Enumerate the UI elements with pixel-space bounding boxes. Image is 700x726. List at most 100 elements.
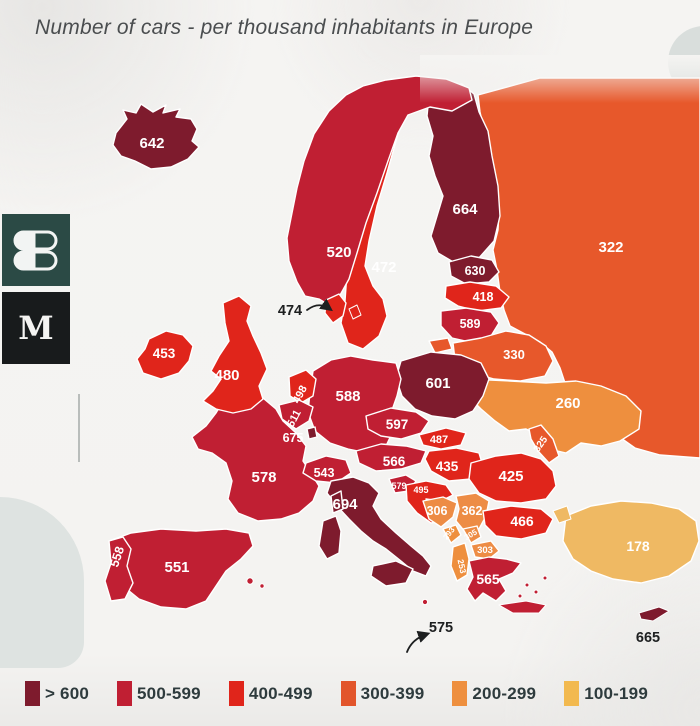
value-label-estonia: 630 [465,264,486,278]
crete-island [498,600,547,614]
value-label-greece: 565 [476,571,500,587]
country-iceland [112,103,200,170]
divider-line [78,394,80,462]
legend-item-500: 500-599 [117,681,201,706]
country-turkey-thrace [552,505,572,524]
country-ukraine [467,378,642,454]
country-denmark-island [348,304,362,320]
value-label-cyprus: 665 [636,630,660,646]
country-turkey [562,500,700,584]
value-label-finland: 664 [452,201,478,218]
country-montenegro [442,524,462,544]
aegean-island-2 [533,589,539,595]
legend-label-200: 200-299 [472,683,537,703]
country-estonia [448,255,500,285]
country-slovakia [418,427,467,450]
legend-item-400: 400-499 [228,681,313,706]
country-luxembourg [306,426,318,440]
m-logo-tile[interactable]: M [2,292,70,364]
value-label-ireland: 453 [153,346,176,361]
legend-swatch-gt600 [25,681,40,706]
m-logo-icon: M [18,309,54,347]
legend-swatch-300 [340,681,356,706]
sicily-island [370,560,414,587]
value-label-norway: 520 [326,244,351,261]
legend-swatch-500 [117,681,133,706]
country-latvia [444,281,510,312]
aegean-island-3 [542,575,548,581]
value-label-albania: 253 [456,558,469,574]
value-label-poland: 601 [425,375,450,392]
legend-item-100: 100-199 [564,681,648,706]
country-netherlands [288,369,317,404]
value-label-germany: 588 [335,388,360,405]
top-fade [420,55,700,103]
legend-label-500: 500-599 [137,683,201,703]
value-label-turkey: 178 [626,538,650,554]
value-label-italy: 694 [332,496,358,513]
value-label-serbia: 362 [462,504,483,518]
value-label-hungary: 435 [436,459,459,474]
value-label-uk: 480 [214,367,239,384]
country-malta [421,598,429,606]
value-label-russia: 322 [598,239,623,256]
legend-label-300: 300-399 [360,683,425,703]
legend: > 600 500-599 400-499 300-399 200-299 10… [25,681,676,706]
corsica-island [330,490,344,514]
country-czechia [365,407,430,440]
country-serbia [455,492,490,534]
value-label-slovakia: 487 [430,434,448,446]
country-cyprus [638,606,670,622]
country-albania [450,542,470,582]
value-label-latvia: 418 [473,290,494,304]
country-bosnia [422,496,458,528]
country-switzerland [302,455,352,484]
legend-item-gt600: > 600 [25,681,89,706]
value-label-spain: 551 [164,559,189,576]
value-label-denmark: 474 [278,303,302,319]
value-label-belarus: 330 [503,347,525,362]
country-moldova [528,424,560,464]
country-poland [395,351,490,420]
value-label-switzerland: 543 [314,466,335,480]
country-spain [108,528,254,610]
value-label-portugal: 558 [107,545,127,569]
value-label-bosnia: 306 [427,504,448,518]
country-ireland [136,330,194,380]
balearic-island [246,577,254,585]
legend-label-100: 100-199 [584,683,648,703]
value-label-croatia: 495 [413,485,428,495]
value-label-ukraine: 260 [555,395,580,412]
value-label-iceland: 642 [139,135,164,152]
country-united-kingdom [202,295,268,414]
legend-swatch-200 [452,681,468,706]
country-north-macedonia [470,540,500,560]
value-label-north-macedonia: 303 [477,545,493,556]
value-label-lithuania: 589 [460,317,481,331]
legend-label-gt600: > 600 [45,683,90,703]
pills-icon [13,230,58,271]
value-label-france: 578 [251,469,276,486]
legend-item-200: 200-299 [452,681,536,706]
legend-swatch-400 [228,681,244,706]
country-belgium [278,399,314,430]
aegean-island-1 [524,582,530,588]
country-kaliningrad [428,337,453,354]
legend-label-400: 400-499 [248,683,313,703]
sardinia-island [318,515,342,560]
page-title: Number of cars - per thousand inhabitant… [35,16,534,39]
country-greece [466,556,522,602]
value-label-bulgaria: 466 [510,513,534,529]
value-label-sweden: 472 [371,259,396,276]
value-label-slovenia: 579 [391,481,406,491]
country-kosovo [462,525,482,544]
pills-app-tile[interactable] [2,214,70,286]
value-label-austria: 566 [383,454,406,469]
legend-item-300: 300-399 [340,681,425,706]
legend-swatch-100 [564,681,580,706]
value-label-romania: 425 [498,468,523,485]
country-austria [355,443,427,472]
aegean-island-4 [517,593,523,599]
country-portugal [104,536,134,602]
